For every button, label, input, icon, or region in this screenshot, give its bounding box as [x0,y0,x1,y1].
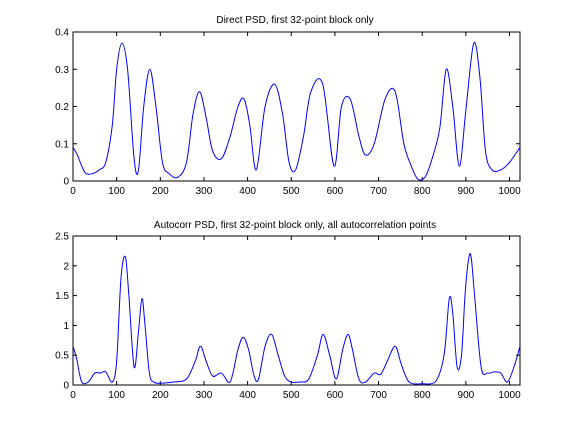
top-subplot-x-tick-label: 1000 [498,186,521,197]
bottom-subplot-x-tick-label: 300 [196,390,213,401]
top-subplot-x-tick-label: 500 [283,186,300,197]
top-subplot-x-tick-label: 600 [327,186,344,197]
top-subplot-x-tick-label: 700 [370,186,387,197]
bottom-subplot-y-tick-label: 2 [63,261,69,272]
bottom-subplot-x-tick-label: 900 [458,390,475,401]
top-subplot: Direct PSD, first 32-point block only 0 1… [55,15,521,197]
bottom-subplot-x-tick-label: 0 [70,390,76,401]
top-subplot-y-tick-label: 0.4 [55,28,69,39]
top-subplot-x-tick-label: 100 [108,186,125,197]
top-subplot-y-tick-label: 0.1 [55,139,69,150]
bottom-subplot-x-tick-label: 100 [108,390,125,401]
top-subplot-x-tick-label: 300 [196,186,213,197]
top-subplot-x-tick-label: 200 [152,186,169,197]
top-subplot-y-tick-label: 0.3 [55,65,69,76]
bottom-subplot-series-line [72,252,521,385]
bottom-subplot-y-tick-label: 0.5 [55,351,69,362]
bottom-subplot-x-tick-label: 600 [327,390,344,401]
bottom-subplot-x-tick-label: 1000 [498,390,521,401]
bottom-subplot-x-tick-label: 200 [152,390,169,401]
bottom-subplot-x-tick-label: 700 [370,390,387,401]
bottom-subplot-title: Autocorr PSD, first 32-point block only,… [154,220,436,231]
top-subplot-y-ticks: 0 0.1 0.2 0.3 0.4 [55,28,520,188]
top-subplot-x-tick-label: 0 [70,186,76,197]
top-subplot-title: Direct PSD, first 32-point block only [216,15,373,26]
top-subplot-x-ticks: 0 100 200 300 400 500 600 700 800 900 1000 [70,32,521,197]
bottom-subplot-y-tick-label: 1.5 [55,291,69,302]
top-subplot-x-tick-label: 900 [458,186,475,197]
bottom-subplot-axes-box [72,235,521,386]
bottom-subplot-x-tick-label: 400 [239,390,256,401]
bottom-subplot-x-tick-label: 800 [414,390,431,401]
bottom-subplot-y-tick-label: 2.5 [55,232,69,243]
top-subplot-x-tick-label: 800 [414,186,431,197]
bottom-subplot-y-tick-label: 1 [63,321,69,332]
bottom-subplot-y-tick-label: 0 [63,381,69,392]
bottom-subplot-y-ticks: 0 0.5 1 1.5 2 2.5 [55,232,520,392]
top-subplot-series-line [72,41,521,181]
top-subplot-y-tick-label: 0 [63,177,69,188]
top-subplot-x-tick-label: 400 [239,186,256,197]
bottom-subplot-x-tick-label: 500 [283,390,300,401]
bottom-subplot: Autocorr PSD, first 32-point block only,… [55,220,521,401]
top-subplot-y-tick-label: 0.2 [55,102,69,113]
bottom-subplot-x-ticks: 0 100 200 300 400 500 600 700 800 900 1000 [70,236,521,401]
